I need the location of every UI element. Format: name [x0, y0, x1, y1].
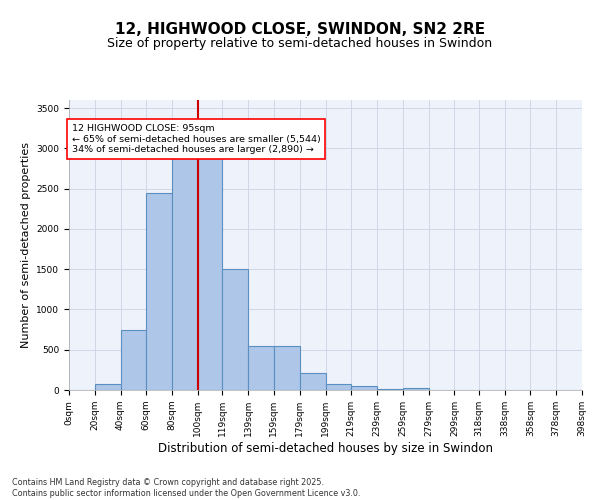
- Bar: [198, 148, 223, 390]
- Text: Size of property relative to semi-detached houses in Swindon: Size of property relative to semi-detach…: [107, 38, 493, 51]
- Text: 12 HIGHWOOD CLOSE: 95sqm
← 65% of semi-detached houses are smaller (5,544)
34% o: 12 HIGHWOOD CLOSE: 95sqm ← 65% of semi-d…: [71, 124, 320, 154]
- Bar: [351, 386, 377, 390]
- Bar: [95, 384, 121, 390]
- Bar: [274, 346, 300, 390]
- Bar: [300, 373, 325, 390]
- Bar: [172, 156, 198, 390]
- Text: 12, HIGHWOOD CLOSE, SWINDON, SN2 2RE: 12, HIGHWOOD CLOSE, SWINDON, SN2 2RE: [115, 22, 485, 38]
- Bar: [325, 384, 351, 390]
- Bar: [146, 194, 172, 390]
- Bar: [121, 330, 146, 390]
- Y-axis label: Number of semi-detached properties: Number of semi-detached properties: [21, 142, 31, 348]
- Bar: [248, 346, 274, 390]
- Bar: [403, 388, 428, 390]
- Bar: [377, 389, 403, 390]
- Bar: [223, 269, 248, 390]
- X-axis label: Distribution of semi-detached houses by size in Swindon: Distribution of semi-detached houses by …: [158, 442, 493, 454]
- Text: Contains HM Land Registry data © Crown copyright and database right 2025.
Contai: Contains HM Land Registry data © Crown c…: [12, 478, 361, 498]
